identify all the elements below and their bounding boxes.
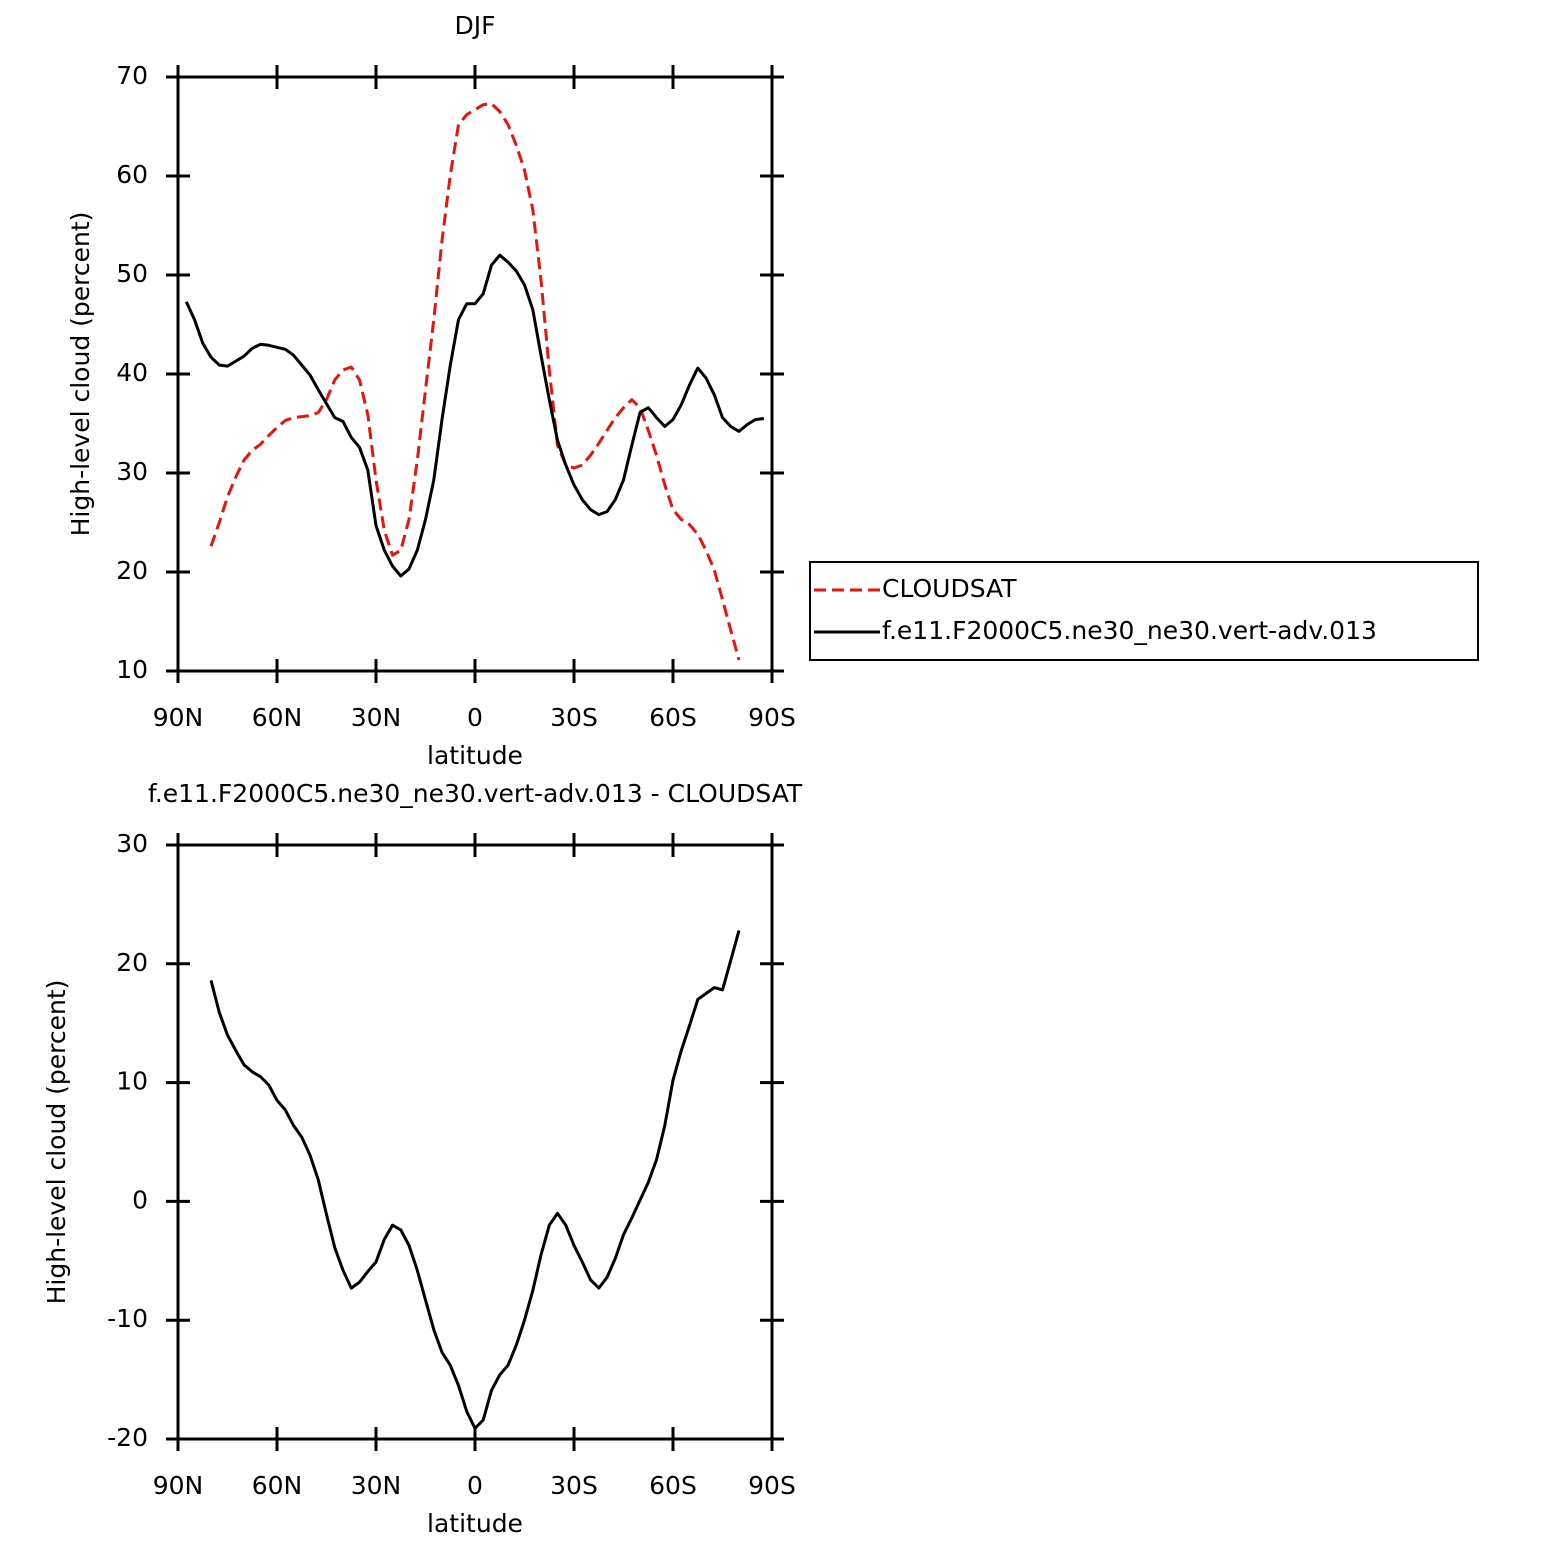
x-tick-label: 0: [467, 1471, 483, 1500]
y-axis-label: High-level cloud (percent): [66, 212, 95, 537]
x-tick-label: 30N: [351, 703, 402, 732]
y-tick-label: 60: [116, 160, 148, 189]
x-axis-label: latitude: [427, 741, 523, 770]
y-tick-label: 10: [116, 1067, 148, 1096]
legend-box: [809, 561, 1479, 661]
x-tick-label: 30N: [351, 1471, 402, 1500]
chart-title: DJF: [454, 11, 495, 40]
x-tick-label: 60S: [649, 1471, 697, 1500]
data-line: [184, 253, 764, 578]
x-tick-label: 90S: [748, 703, 796, 732]
x-tick-label: 0: [467, 703, 483, 732]
legend-label: f.e11.F2000C5.ne30_ne30.vert-adv.013: [882, 616, 1377, 645]
legend-label: CLOUDSAT: [882, 574, 1017, 603]
y-tick-label: 40: [116, 358, 148, 387]
data-line: [209, 102, 741, 661]
x-tick-label: 90N: [153, 703, 204, 732]
y-tick-label: 50: [116, 259, 148, 288]
x-tick-label: 60N: [252, 1471, 303, 1500]
y-tick-label: 10: [116, 655, 148, 684]
data-line: [209, 930, 741, 1430]
y-tick-label: 70: [116, 61, 148, 90]
x-tick-label: 90S: [748, 1471, 796, 1500]
x-tick-label: 60S: [649, 703, 697, 732]
plot-frame: [176, 843, 774, 1441]
y-axis-label: High-level cloud (percent): [42, 980, 71, 1305]
y-tick-label: 20: [116, 556, 148, 585]
plot-frame: [176, 75, 774, 673]
y-tick-label: 0: [132, 1185, 148, 1214]
x-tick-label: 90N: [153, 1471, 204, 1500]
x-tick-label: 30S: [550, 1471, 598, 1500]
y-tick-label: 30: [116, 829, 148, 858]
x-tick-label: 60N: [252, 703, 303, 732]
x-tick-label: 30S: [550, 703, 598, 732]
x-axis-label: latitude: [427, 1509, 523, 1538]
y-tick-label: 30: [116, 457, 148, 486]
y-tick-label: 20: [116, 948, 148, 977]
chart-title: f.e11.F2000C5.ne30_ne30.vert-adv.013 - C…: [148, 779, 803, 808]
y-tick-label: -20: [107, 1423, 148, 1452]
y-tick-label: -10: [107, 1304, 148, 1333]
